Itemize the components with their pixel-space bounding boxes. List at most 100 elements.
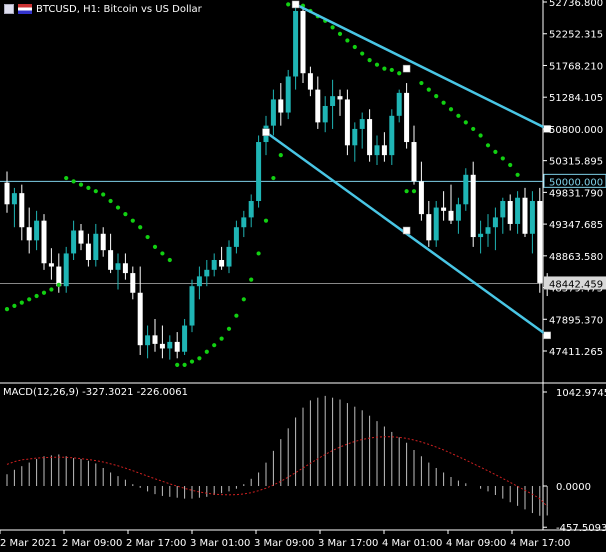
sar-dot — [397, 71, 402, 76]
candle-body — [241, 217, 247, 228]
sar-dot — [382, 66, 387, 71]
candle-body — [529, 201, 535, 234]
candle-body — [307, 73, 313, 90]
time-tick-label: 3 Mar 01:00 — [190, 538, 250, 549]
channel-anchor-handle[interactable] — [402, 64, 411, 73]
candle-body — [315, 89, 321, 123]
candle-body — [41, 220, 47, 264]
channel-anchor-handle[interactable] — [262, 128, 270, 136]
macd-tick-label: 1042.9745 — [556, 388, 606, 399]
macd-axis: 1042.9745 0.0000 -457.5093 — [543, 388, 606, 534]
candle-body — [211, 259, 217, 270]
time-tick-label: 2 Mar 2021 — [0, 538, 57, 549]
candle-body — [63, 253, 69, 287]
candle-body — [522, 197, 528, 234]
sar-dot — [108, 198, 113, 204]
level-price-label[interactable]: 50000.000 — [549, 177, 603, 188]
sar-dot — [34, 293, 39, 299]
channel-anchor-handle[interactable] — [291, 0, 300, 9]
candle-body — [182, 325, 188, 352]
sar-dot — [115, 205, 121, 210]
sar-dot — [256, 251, 261, 256]
price-tick-label: 52736.800 — [549, 0, 603, 9]
level-price-box[interactable] — [543, 173, 606, 188]
chart-frame — [0, 0, 606, 531]
candle-body — [507, 201, 513, 224]
sar-dot — [138, 225, 143, 230]
candle-body — [322, 105, 328, 123]
sar-dot — [345, 38, 350, 43]
sar-dot — [219, 336, 224, 341]
sar-dot — [189, 359, 195, 364]
candle-body — [137, 292, 143, 346]
sar-dot — [182, 362, 187, 367]
price-axis[interactable]: 52736.800 52252.315 51768.210 51284.105 5080… — [543, 0, 606, 358]
sar-dot — [360, 51, 365, 56]
channel-anchor-handle[interactable] — [402, 226, 411, 235]
candles — [4, 1, 550, 360]
sar-dot — [49, 287, 54, 292]
current-price-box — [544, 276, 606, 290]
sar-dot — [330, 25, 335, 30]
candle-body — [344, 99, 350, 146]
candle-body — [115, 263, 121, 270]
sar-dot — [241, 297, 246, 302]
channel-anchor-handle[interactable] — [543, 331, 551, 340]
sar-dot — [374, 62, 380, 67]
candle-body — [492, 217, 498, 228]
time-axis[interactable]: 2 Mar 2021 2 Mar 09:00 2 Mar 17:00 3 Mar 01… — [0, 530, 570, 549]
candle-body — [26, 227, 32, 241]
sar-dot — [434, 94, 439, 99]
time-tick-label: 2 Mar 09:00 — [62, 538, 122, 549]
sar-dot — [456, 113, 461, 118]
candle-body — [71, 230, 77, 254]
candle-body — [470, 174, 476, 238]
sar-dot — [286, 2, 291, 7]
candle-body — [256, 142, 262, 202]
candle-body — [204, 269, 210, 277]
sar-dot — [78, 182, 84, 187]
sar-dot — [4, 307, 10, 312]
candle-body — [367, 119, 373, 156]
candle-body — [433, 207, 439, 241]
candle-body — [78, 230, 84, 244]
candle-body — [441, 207, 447, 211]
sar-dot — [197, 356, 202, 361]
candle-body — [145, 335, 151, 346]
candle-body — [19, 193, 25, 228]
sar-dot — [278, 153, 283, 158]
macd-panel — [6, 395, 548, 516]
price-tick-label: 52252.315 — [549, 30, 603, 41]
candle-body — [448, 210, 454, 221]
macd-title: MACD(12,26,9) -327.3021 -226.0061 — [3, 387, 188, 398]
flag-icon — [18, 4, 32, 14]
sar-dot — [478, 133, 483, 138]
trend-channel[interactable] — [262, 0, 551, 340]
time-tick-label: 3 Mar 17:00 — [318, 538, 378, 549]
price-tick-label: 51284.105 — [549, 93, 603, 104]
candle-body — [352, 128, 358, 146]
macd-tick-label: 0.0000 — [556, 482, 591, 493]
candle-body — [337, 96, 343, 100]
sar-dot — [71, 179, 76, 184]
channel-upper-line[interactable] — [295, 3, 548, 131]
candle-body — [4, 182, 10, 205]
candle-body — [515, 197, 521, 224]
macd-signal-line — [6, 436, 548, 507]
price-tick-label: 47895.370 — [549, 315, 603, 326]
sar-dot — [263, 218, 269, 223]
sar-dot — [404, 189, 409, 194]
sar-dot — [515, 172, 520, 177]
candle-body — [34, 220, 40, 241]
price-tick-label: 47411.265 — [549, 347, 603, 358]
current-price-label: 48442.459 — [549, 279, 603, 290]
candle-body — [389, 115, 395, 156]
price-tick-label: 49831.790 — [549, 188, 603, 199]
candle-body — [189, 286, 195, 326]
sar-dot — [130, 218, 135, 223]
level-line[interactable] — [0, 180, 543, 284]
chart-title: BTCUSD, H1: Bitcoin vs US Dollar — [36, 3, 202, 15]
time-tick-label: 4 Mar 09:00 — [446, 538, 506, 549]
